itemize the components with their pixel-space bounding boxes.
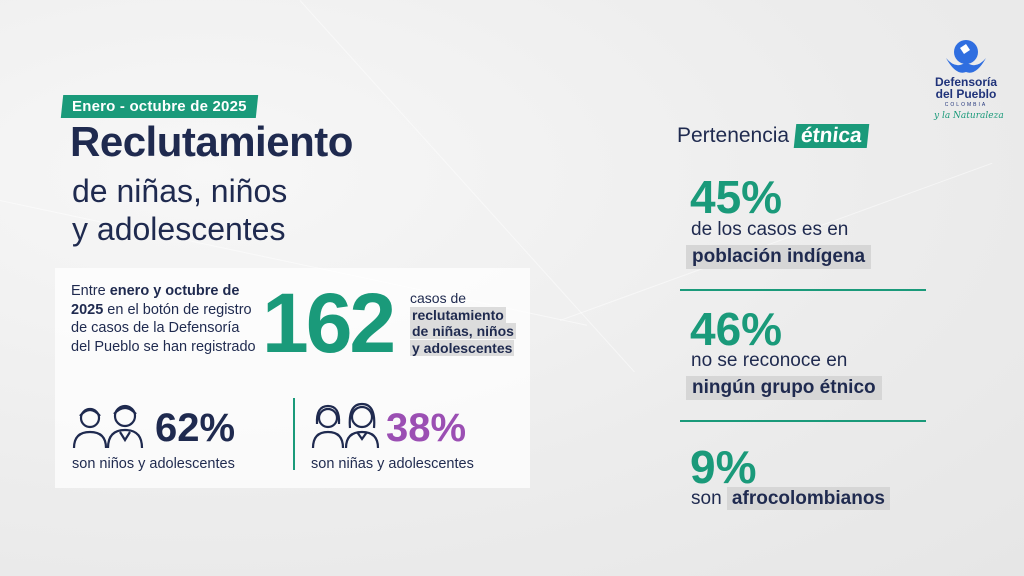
subtitle-line1: de niñas, niños (72, 173, 288, 209)
stat-indigenous-pct: 45% (690, 171, 783, 223)
boys-icon (70, 402, 150, 455)
girls-percentage: 38% (386, 406, 467, 450)
logo-country: COLOMBIA (944, 102, 988, 108)
stats-panel (55, 268, 530, 488)
logo (930, 36, 1002, 81)
subtitle-line2: y adolescentes (72, 211, 286, 247)
stat-none-highlight: ningún grupo étnico (686, 376, 882, 400)
logo-line1: Defensoría (934, 75, 998, 89)
cases-line1: casos de (410, 290, 467, 306)
dove-icon (946, 40, 986, 73)
ethnic-section-title: Pertenencia étnica (677, 124, 869, 148)
cases-highlight-3: y adolescentes (410, 339, 515, 356)
divider (293, 398, 295, 470)
stat-none-pct: 46% (690, 303, 783, 355)
stat-indigenous-highlight: población indígena (686, 245, 872, 269)
separator-1 (680, 289, 926, 291)
logo-name: Defensoría del Pueblo (930, 76, 1002, 100)
boys-percentage: 62% (155, 406, 236, 450)
total-cases-label: casos de reclutamiento de niñas, niños y… (410, 290, 535, 356)
stat-none-text: no se reconoce en (691, 350, 848, 371)
stat-afro-text: son afrocolombianos (691, 487, 890, 510)
intro-text: Entre enero y octubre de 2025 en el botó… (71, 283, 256, 355)
ethnic-title-highlight: étnica (793, 124, 869, 148)
separator-2 (680, 420, 926, 422)
stat-afro-pct: 9% (690, 441, 757, 493)
total-cases-number: 162 (262, 276, 396, 370)
boys-label: son niños y adolescentes (72, 456, 235, 472)
girls-icon (310, 402, 386, 455)
girls-label: son niñas y adolescentes (311, 456, 474, 472)
cases-highlight-1: reclutamiento (410, 306, 506, 323)
date-range-tag: Enero - octubre de 2025 (60, 95, 258, 118)
cases-highlight-2: de niñas, niños (410, 323, 516, 339)
stat-afro-highlight: afrocolombianos (726, 487, 890, 510)
logo-tagline: y la Naturaleza (934, 111, 1004, 121)
page-title: Reclutamiento (70, 118, 353, 165)
logo-line2: del Pueblo (935, 87, 997, 101)
stat-indigenous-text: de los casos es en (691, 219, 849, 240)
page-subtitle: de niñas, niños y adolescentes (72, 172, 392, 248)
